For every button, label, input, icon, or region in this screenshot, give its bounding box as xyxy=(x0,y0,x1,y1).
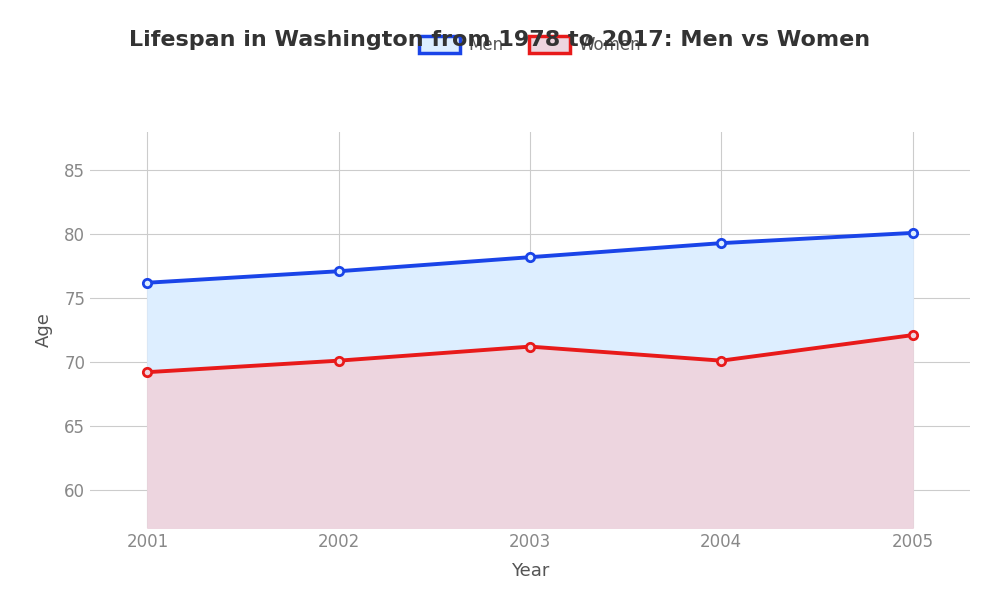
Legend: Men, Women: Men, Women xyxy=(412,29,648,61)
Text: Lifespan in Washington from 1978 to 2017: Men vs Women: Lifespan in Washington from 1978 to 2017… xyxy=(129,30,871,50)
Y-axis label: Age: Age xyxy=(35,313,53,347)
X-axis label: Year: Year xyxy=(511,562,549,580)
